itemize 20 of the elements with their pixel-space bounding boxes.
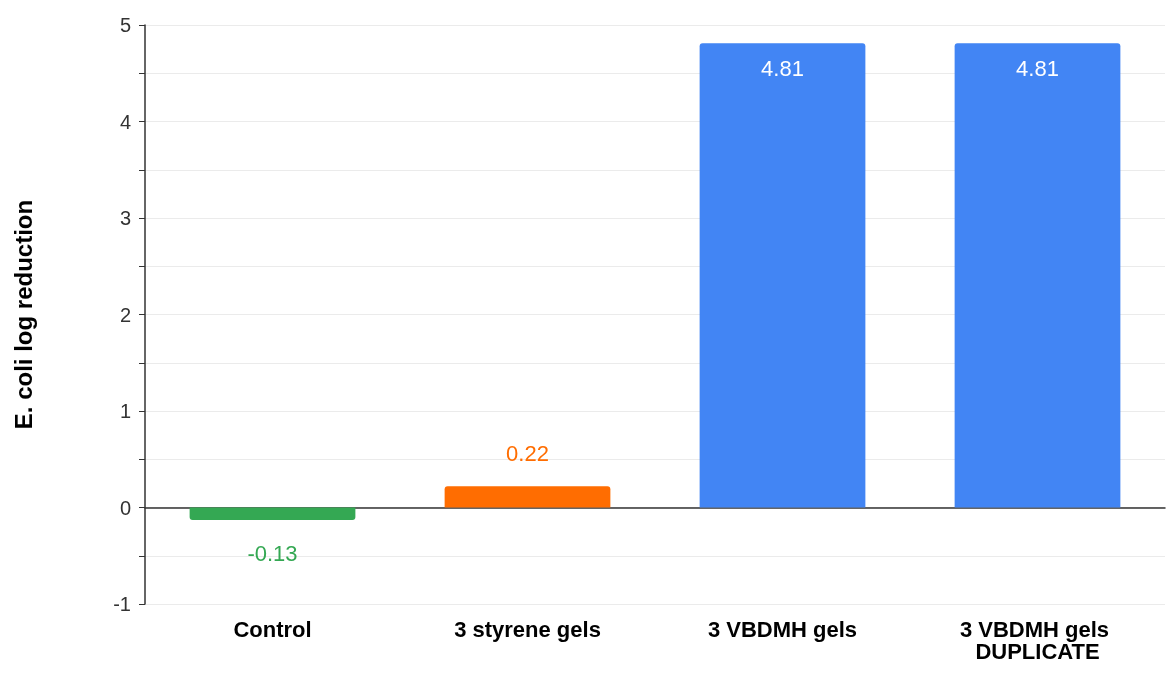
y-tick-label: 2 [119,303,131,326]
bar [954,43,1121,508]
y-tick-label: 0 [119,496,131,519]
x-tick-label: Control [233,616,312,642]
x-tick-label: 3 VBDMH gels DUPLICATE [959,616,1116,664]
bar [699,43,866,508]
x-tick-label: 3 VBDMH gels [707,616,858,642]
data-label: 0.22 [506,440,549,466]
data-label: 4.81 [1016,55,1059,81]
y-axis-title: E. coli log reduction [9,199,37,430]
y-tick-label: 5 [119,14,131,36]
y-tick-label: -1 [113,593,131,615]
y-tick-label: 4 [119,110,131,133]
bar [444,486,611,508]
y-tick-label: 3 [119,207,131,229]
data-label: -0.13 [247,540,298,566]
x-tick-label: 3 styrene gels [454,616,601,642]
bar [189,507,356,521]
y-tick-label: 1 [119,400,131,422]
data-label: 4.81 [761,55,804,81]
